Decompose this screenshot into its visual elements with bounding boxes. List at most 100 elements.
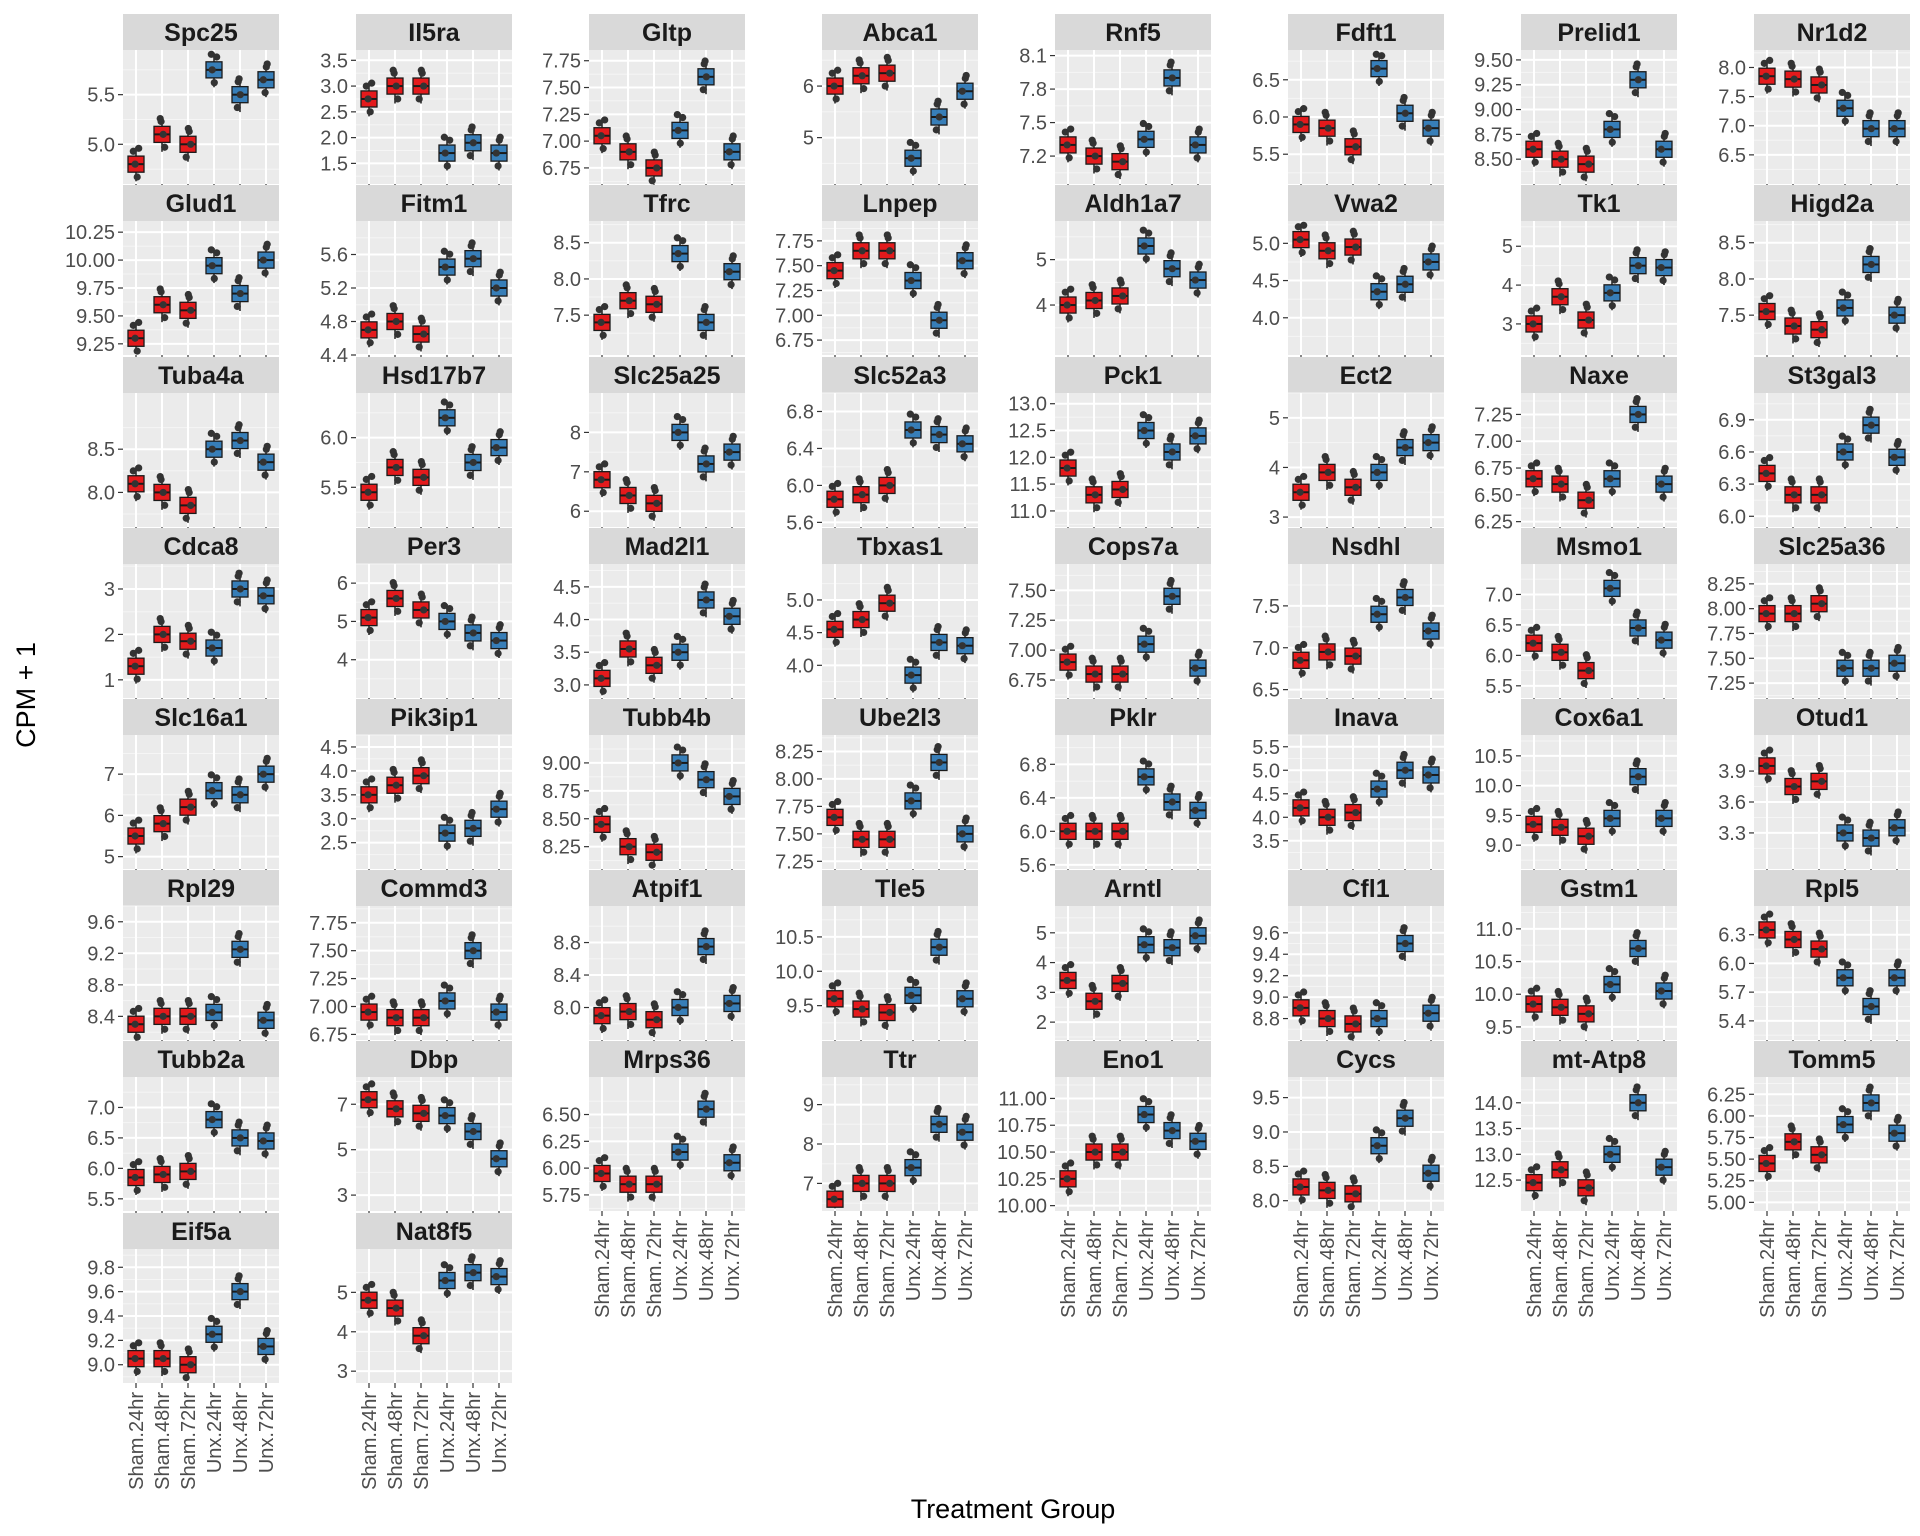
data-point — [1611, 967, 1619, 976]
data-point — [1892, 672, 1900, 680]
data-point — [1116, 470, 1124, 478]
panel-background — [1055, 393, 1211, 527]
box-unx-48hr — [1862, 735, 1880, 869]
data-point — [1760, 597, 1768, 605]
box-sham-72hr — [1111, 906, 1129, 1040]
y-tick-label: 10.5 — [775, 927, 814, 949]
box-sham-72hr — [645, 50, 663, 185]
y-tick-label: 10.5 — [1474, 746, 1513, 768]
panel-background — [123, 50, 279, 184]
y-tick-label: 3.6 — [1718, 792, 1746, 814]
y-tick-label: 7.2 — [1019, 146, 1047, 168]
data-point — [1762, 469, 1770, 477]
data-point — [417, 1093, 425, 1102]
box-unx-48hr — [231, 735, 249, 869]
box-unx-72hr — [956, 393, 974, 527]
data-point — [912, 141, 920, 149]
y-tick-label: 11.00 — [998, 1088, 1047, 1110]
facet-strip — [356, 528, 512, 564]
data-point — [1091, 1148, 1099, 1156]
data-point — [392, 1304, 400, 1312]
facet-strip — [822, 1041, 978, 1077]
box-unx-24hr — [904, 50, 922, 184]
data-point — [1631, 274, 1639, 283]
data-point — [1605, 798, 1613, 807]
data-point — [650, 832, 658, 841]
data-point — [1606, 980, 1614, 989]
facet-strip-label: Cdca8 — [163, 533, 238, 561]
data-point — [883, 993, 891, 1001]
data-point — [1608, 138, 1616, 146]
data-point — [469, 458, 477, 467]
data-point — [1063, 141, 1071, 149]
y-tick-label: 10.0 — [775, 961, 814, 983]
y-tick-label: 9.2 — [87, 943, 115, 965]
panel-background — [1521, 50, 1677, 184]
data-point — [1400, 1098, 1408, 1107]
data-point — [1142, 1123, 1150, 1131]
panel-background — [1288, 906, 1444, 1040]
data-point — [368, 598, 376, 606]
data-point — [935, 638, 943, 647]
box-sham-48hr — [1784, 1077, 1802, 1211]
box-sham-24hr — [1059, 221, 1077, 355]
data-point — [1165, 605, 1173, 613]
data-point — [1296, 1004, 1304, 1012]
data-point — [1890, 311, 1898, 319]
data-point — [1140, 773, 1148, 781]
y-tick-label: 9 — [803, 1095, 814, 1117]
x-tick-label: Sham.48hr — [851, 1220, 873, 1318]
box-unx-24hr — [438, 1249, 456, 1383]
data-point — [1866, 245, 1874, 253]
y-tick-label: 6.50 — [1474, 485, 1513, 507]
data-point — [187, 803, 195, 811]
box-unx-24hr — [438, 906, 456, 1040]
box-sham-48hr — [153, 564, 171, 698]
box-sham-24hr — [1292, 221, 1310, 355]
box-sham-72hr — [179, 735, 197, 869]
y-tick-label: 5.6 — [786, 512, 814, 534]
box-unx-24hr — [1836, 906, 1854, 1040]
y-tick-label: 12.0 — [1008, 447, 1047, 469]
data-point — [131, 480, 139, 488]
data-point — [701, 57, 709, 65]
data-point — [1839, 664, 1847, 672]
data-point — [1063, 1175, 1071, 1183]
data-point — [1142, 255, 1150, 263]
data-point — [1554, 277, 1562, 285]
data-point — [1582, 994, 1590, 1002]
data-point — [1428, 611, 1436, 619]
data-point — [1527, 132, 1535, 140]
y-tick-label: 3.5 — [1252, 831, 1280, 853]
data-point — [912, 264, 920, 272]
facet-strip-label: Cfl1 — [1342, 875, 1389, 903]
data-point — [679, 237, 687, 245]
data-point — [653, 499, 661, 507]
box-unx-48hr — [1163, 221, 1181, 355]
data-point — [1890, 1129, 1898, 1137]
data-point — [161, 143, 169, 151]
y-tick-label: 7.50 — [775, 824, 814, 846]
data-point — [1140, 135, 1148, 143]
data-point — [1298, 817, 1306, 825]
y-tick-label: 4.5 — [553, 577, 581, 599]
panel-background — [1288, 735, 1444, 869]
data-point — [597, 318, 605, 327]
y-tick-label: 3.0 — [320, 76, 348, 98]
data-point — [187, 1167, 195, 1176]
box-unx-72hr — [1655, 221, 1673, 355]
box-unx-48hr — [1862, 1077, 1880, 1211]
data-point — [1093, 840, 1101, 848]
box-unx-24hr — [205, 393, 223, 527]
data-point — [1533, 304, 1541, 312]
y-tick-label: 7.75 — [1707, 623, 1746, 645]
data-point — [1661, 620, 1669, 628]
data-point — [1764, 622, 1772, 631]
data-point — [362, 601, 370, 609]
y-tick-label: 8.0 — [553, 998, 581, 1020]
panel-background — [822, 564, 978, 698]
